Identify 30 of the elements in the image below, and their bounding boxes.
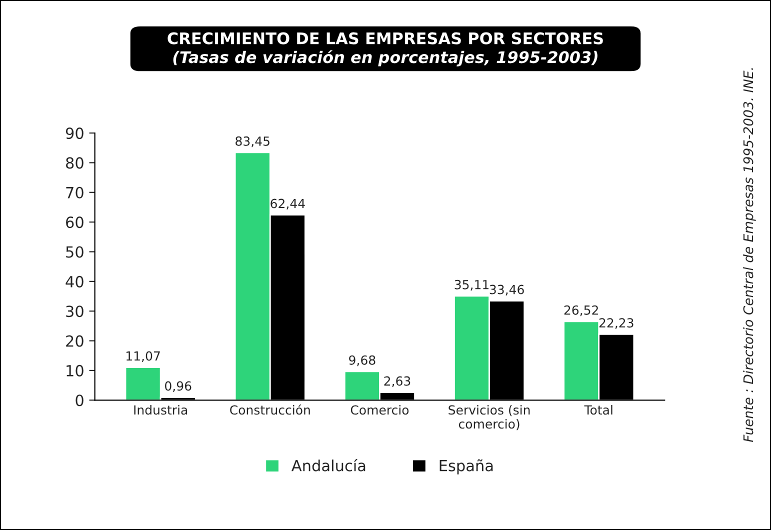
y-tick-label: 10 (66, 364, 84, 376)
x-tick-label: Comercio (350, 405, 409, 415)
data-label: 0,96 (165, 381, 192, 392)
chart-title: CRECIMIENTO DE LAS EMPRESAS POR SECTORES (168, 32, 603, 44)
data-label: 62,44 (270, 198, 305, 210)
legend-label: Andalucía (291, 458, 366, 472)
x-tick-label: Servicios (sin comercio) (448, 405, 530, 430)
y-tick-label: 50 (66, 246, 84, 258)
y-tick-label: 20 (66, 335, 84, 347)
data-label: 22,23 (599, 318, 634, 329)
source-note: Fuente : Directorio Central de Empresas 1995-2003. INE. (743, 68, 756, 442)
y-tick-label: 90 (66, 127, 84, 140)
data-label: 11,07 (126, 351, 160, 362)
x-tick-label: Construcción (230, 404, 310, 415)
x-tick-label: Industria (134, 405, 188, 415)
data-label: 83,45 (236, 136, 270, 148)
y-tick-label: 60 (66, 216, 84, 228)
legend-label: España (440, 459, 493, 474)
y-tick-label: 0 (76, 394, 84, 406)
data-label: 9,68 (349, 355, 376, 366)
data-label: 33,46 (490, 284, 524, 296)
y-tick-label: 70 (66, 186, 84, 198)
x-tick-label: Total (584, 405, 612, 415)
chart-subtitle: (Tasas de variación en porcentajes, 1995-2003) (173, 50, 598, 66)
data-label: 2,63 (384, 376, 410, 388)
y-tick-label: 30 (66, 306, 84, 318)
data-label: 26,52 (564, 305, 598, 316)
y-tick-label: 40 (66, 276, 84, 288)
data-label: 35,11 (454, 280, 488, 291)
y-tick-label: 80 (66, 157, 84, 169)
